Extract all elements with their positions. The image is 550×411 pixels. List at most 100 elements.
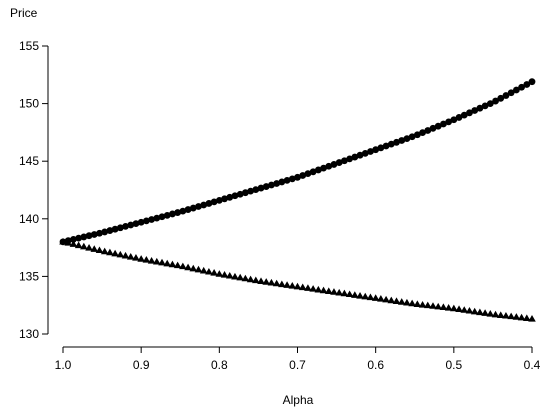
triangle-point [413,300,422,307]
triangle-point [418,300,427,308]
triangle-point [444,304,453,311]
triangle-point [340,289,349,297]
circle-point [460,111,468,119]
circle-point [273,180,281,187]
circle-point [278,178,286,186]
y-tick-label: 140 [19,212,39,226]
circle-point [356,151,364,159]
triangle-point [465,306,474,314]
triangle-point [293,282,302,290]
triangle-point [272,279,281,287]
y-tick-label: 155 [19,39,39,53]
axes: 1.0 0.9 0.8 0.7 0.6 0.5 0.4 130 135 140 145 150 155 [19,39,541,372]
circle-point [325,162,333,170]
triangle-point [278,280,286,288]
circle-point [132,220,140,228]
triangle-point [59,237,67,245]
triangle-point [210,269,218,276]
triangle-point [288,282,297,289]
triangle-point [80,242,88,250]
circle-point [466,109,473,117]
triangle-point [220,271,229,278]
circle-point [372,146,380,154]
circle-point [320,164,327,172]
circle-point [361,149,369,157]
circle-point [455,114,463,121]
circle-point [403,135,411,143]
triangle-point [455,305,463,313]
circle-point [445,118,453,126]
circle-point [195,203,202,210]
data-marks [59,78,536,322]
triangle-point [194,265,203,273]
x-tick-label: 0.8 [211,358,228,372]
triangle-point [132,254,140,261]
triangle-point [491,310,500,318]
circle-point [304,170,312,178]
circle-point [215,196,223,204]
triangle-point [106,248,114,256]
circle-point [101,228,109,236]
triangle-point [476,308,484,316]
triangle-point [392,297,401,304]
triangle-point [90,245,99,252]
y-tick-label: 145 [19,154,39,168]
circle-point [481,102,489,110]
triangle-point [246,275,255,283]
x-tick-label: 1.0 [55,358,72,372]
circle-point [231,192,239,200]
triangle-point [179,262,187,270]
triangle-point [361,292,370,300]
circle-point [96,229,103,237]
triangle-point [173,261,182,269]
circle-point [226,193,234,201]
triangle-point [262,278,271,285]
triangle-point [137,255,145,262]
triangle-point [163,259,172,267]
circle-point [268,181,275,189]
x-tick-label: 0.9 [133,358,150,372]
circle-point [127,221,135,229]
triangle-point [116,250,125,258]
circle-point [122,223,129,230]
triangle-point [231,272,239,280]
triangle-point [100,247,109,255]
triangle-point [252,276,260,284]
triangle-point [74,241,83,249]
triangle-point [450,304,458,312]
triangle-point [351,291,359,298]
triangle-point [298,283,307,291]
circle-point [512,86,520,94]
circle-point [252,186,260,194]
triangle-point [236,273,244,281]
triangle-point [111,249,119,257]
triangle-point [512,313,521,320]
triangle-point [408,299,416,307]
triangle-point [215,270,224,277]
triangle-point [439,303,448,311]
circle-point [189,204,197,212]
circle-point [440,120,447,128]
x-tick-label: 0.4 [524,358,541,372]
triangle-point [142,256,151,263]
circle-point [528,78,536,86]
y-tick-label: 135 [19,269,39,283]
triangle-point [528,315,536,322]
circle-point [184,206,192,213]
triangle-point [324,287,333,294]
triangle-point [126,252,135,260]
circle-point [80,233,88,241]
circle-point [299,172,307,179]
x-tick-label: 0.5 [445,358,462,372]
triangle-point [522,314,531,322]
circle-point [408,133,416,141]
triangle-point [382,295,390,303]
triangle-point [486,310,495,317]
circle-point [221,195,228,203]
y-tick-label: 130 [19,327,39,341]
circle-point [158,213,166,221]
circle-point [419,129,426,137]
circle-point [351,153,359,161]
circle-point [335,159,343,166]
